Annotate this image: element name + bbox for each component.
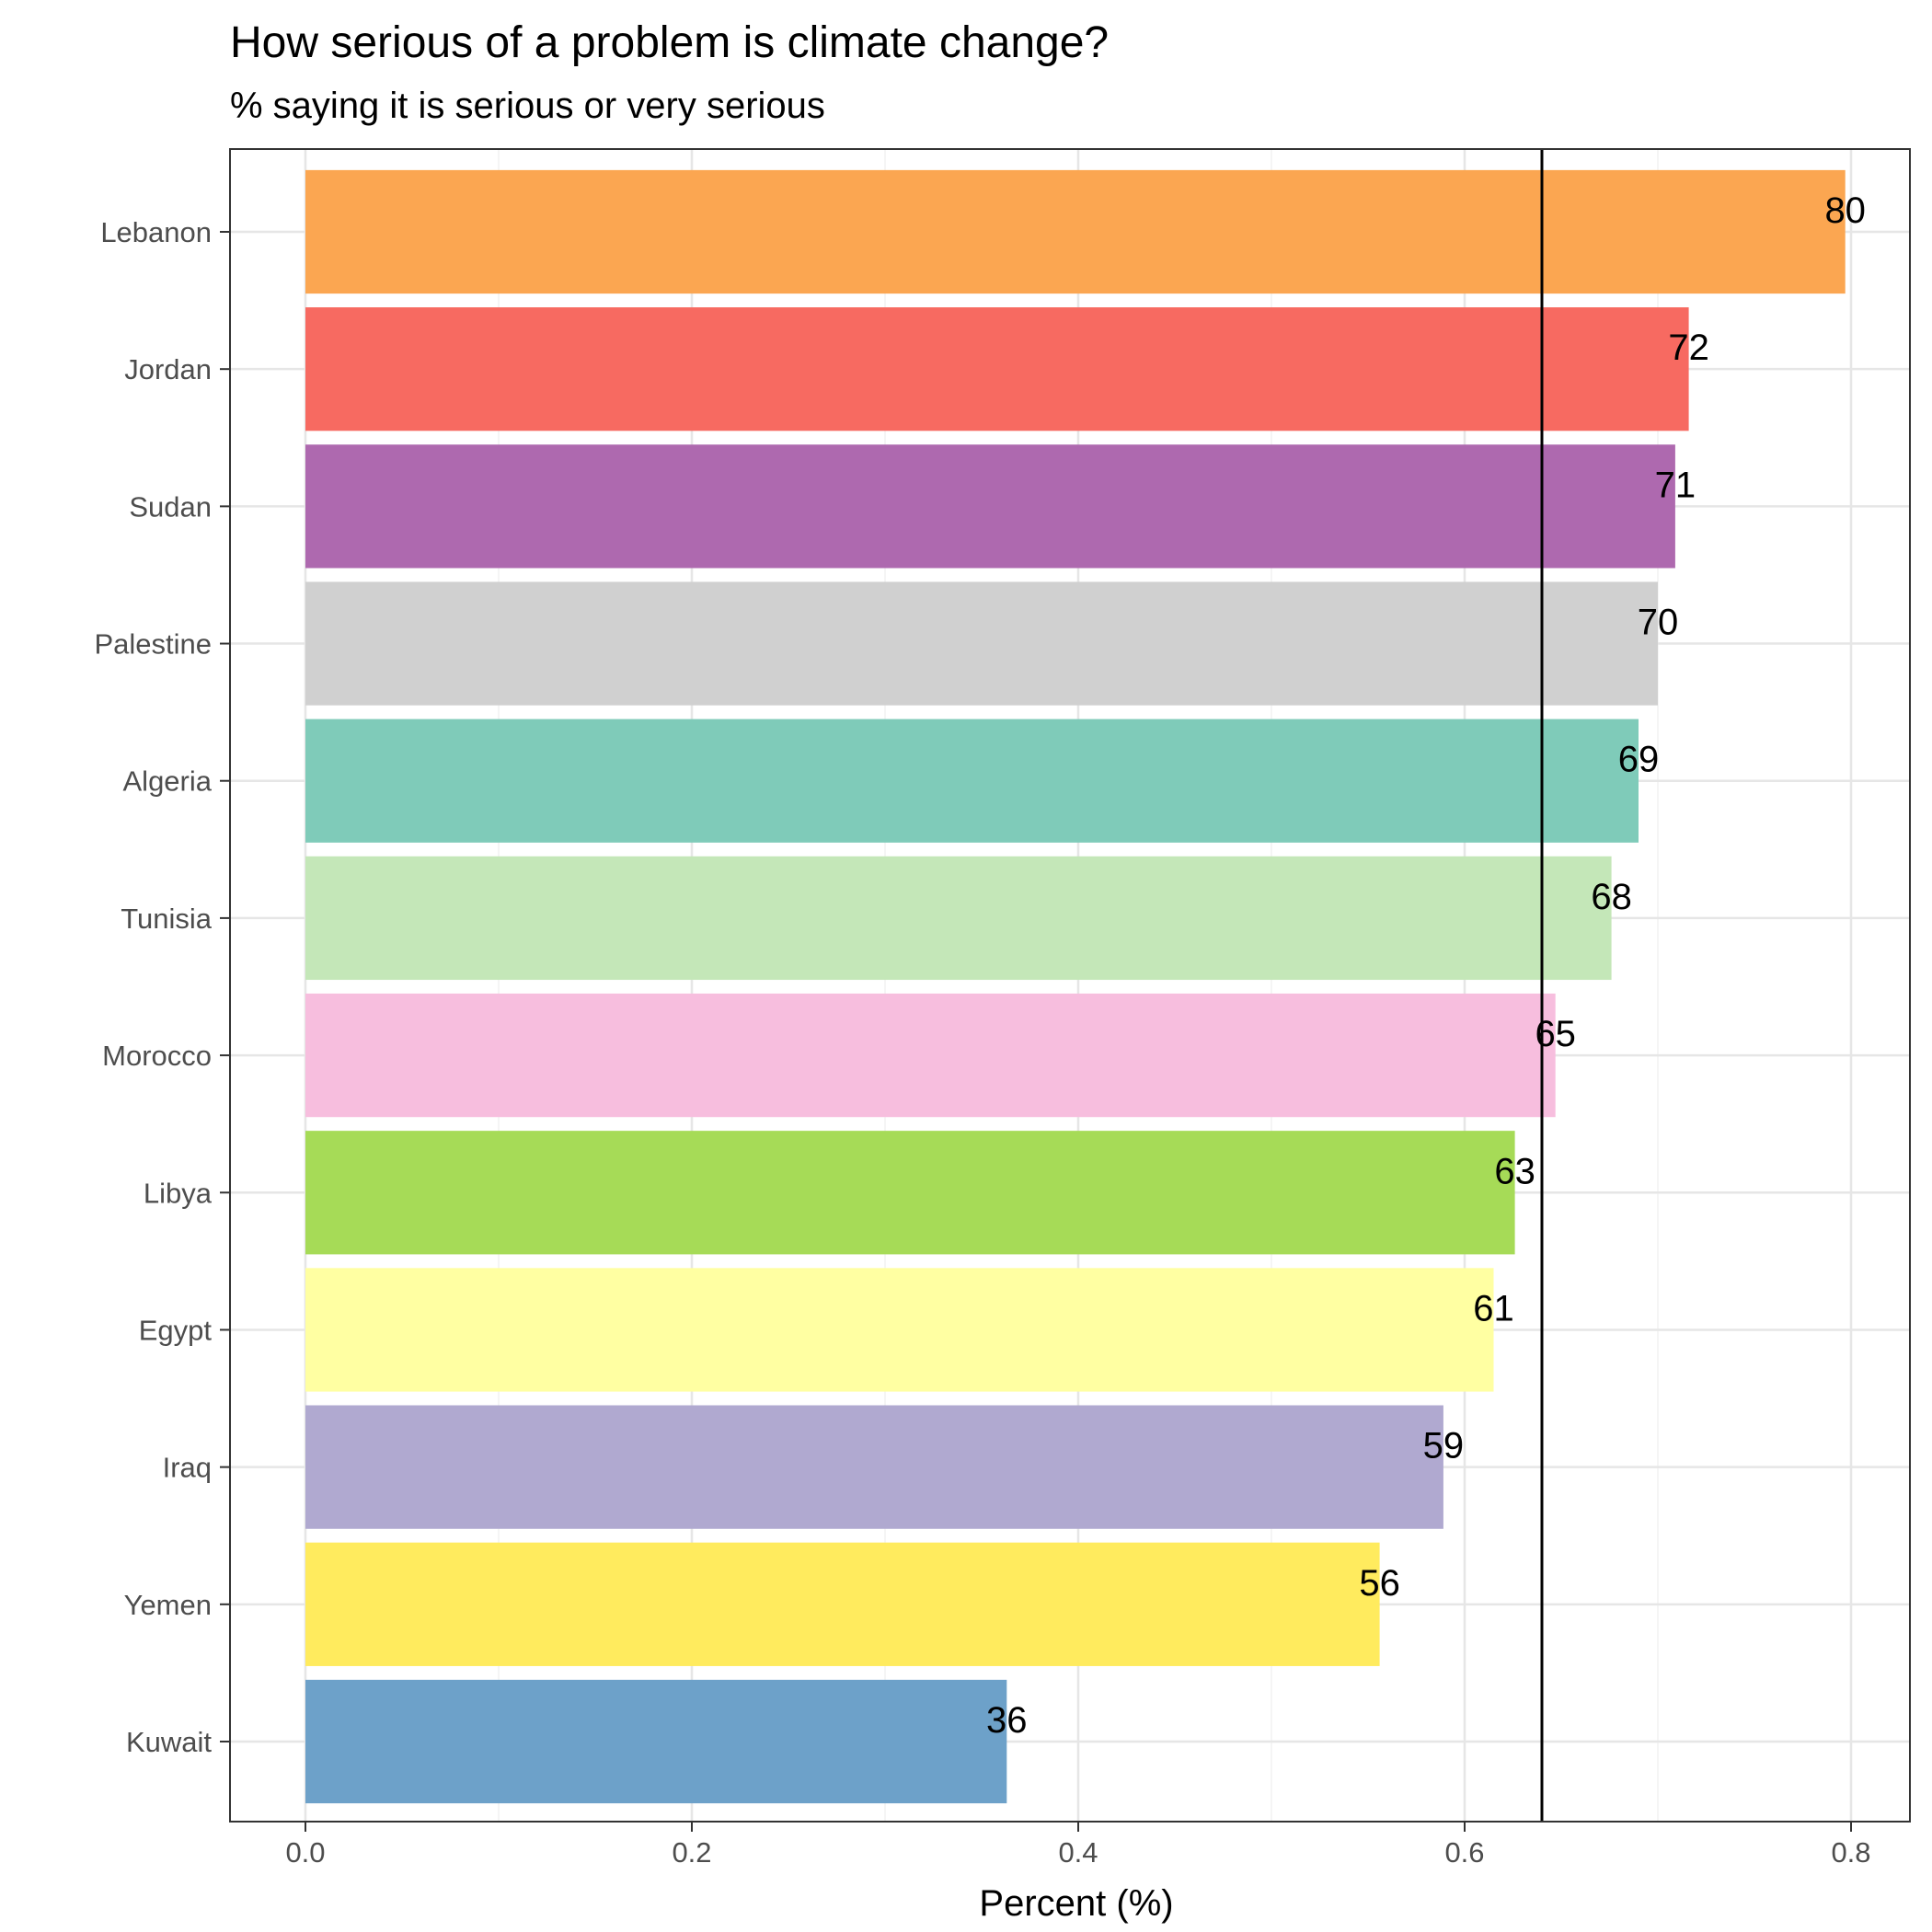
- bar-libya: [305, 1131, 1515, 1255]
- bar-jordan: [305, 307, 1689, 431]
- bar-sudan: [305, 444, 1675, 569]
- bars: [305, 169, 1846, 1804]
- bar-morocco: [305, 993, 1556, 1118]
- bar-yemen: [305, 1542, 1380, 1666]
- data-label-kuwait: 36: [986, 1700, 1028, 1741]
- data-label-tunisia: 68: [1591, 877, 1632, 917]
- plot-panel-border: [229, 148, 1911, 1823]
- y-tick-label: Egypt: [139, 1314, 213, 1346]
- bar-palestine: [305, 581, 1658, 706]
- x-tick-label: 0.4: [1058, 1836, 1098, 1869]
- y-tick-label: Tunisia: [121, 903, 213, 935]
- chart-subtitle: % saying it is serious or very serious: [230, 86, 825, 126]
- data-label-libya: 63: [1494, 1151, 1535, 1191]
- axes: Lebanon Jordan Sudan Palestine Algeria Tunisi…: [94, 216, 1870, 1869]
- y-tick-label: Algeria: [123, 765, 213, 798]
- y-tick-label: Iraq: [163, 1452, 212, 1484]
- data-label-algeria: 69: [1618, 740, 1660, 780]
- data-labels: 80 72 71 70 69 68 65 63 61 59 56 36: [986, 190, 1866, 1741]
- chart-title: How serious of a problem is climate chan…: [230, 18, 1109, 67]
- bar-kuwait: [305, 1679, 1007, 1804]
- data-label-jordan: 72: [1668, 328, 1709, 368]
- data-label-palestine: 70: [1638, 603, 1679, 643]
- y-tick-label: Jordan: [124, 353, 212, 385]
- y-tick-label: Libya: [144, 1177, 213, 1209]
- data-label-yemen: 56: [1359, 1563, 1400, 1604]
- bar-algeria: [305, 719, 1639, 843]
- data-label-sudan: 71: [1655, 465, 1696, 505]
- data-label-iraq: 59: [1423, 1426, 1465, 1466]
- y-tick-label: Palestine: [94, 628, 212, 661]
- y-tick-label: Yemen: [124, 1589, 212, 1621]
- y-tick-label: Morocco: [102, 1040, 212, 1072]
- data-label-egypt: 61: [1473, 1288, 1514, 1328]
- bar-egypt: [305, 1268, 1494, 1392]
- data-label-morocco: 65: [1535, 1014, 1576, 1054]
- x-tick-label: 0.8: [1831, 1836, 1870, 1869]
- bar-iraq: [305, 1405, 1443, 1529]
- bar-tunisia: [305, 856, 1612, 981]
- x-tick-label: 0.2: [672, 1836, 711, 1869]
- data-label-lebanon: 80: [1824, 190, 1866, 231]
- y-tick-label: Kuwait: [126, 1726, 212, 1758]
- x-axis-title: Percent (%): [979, 1883, 1173, 1924]
- x-tick-label: 0.6: [1444, 1836, 1484, 1869]
- x-tick-label: 0.0: [285, 1836, 325, 1869]
- y-tick-label: Lebanon: [100, 216, 212, 248]
- bar-lebanon: [305, 169, 1846, 294]
- y-tick-label: Sudan: [129, 490, 212, 523]
